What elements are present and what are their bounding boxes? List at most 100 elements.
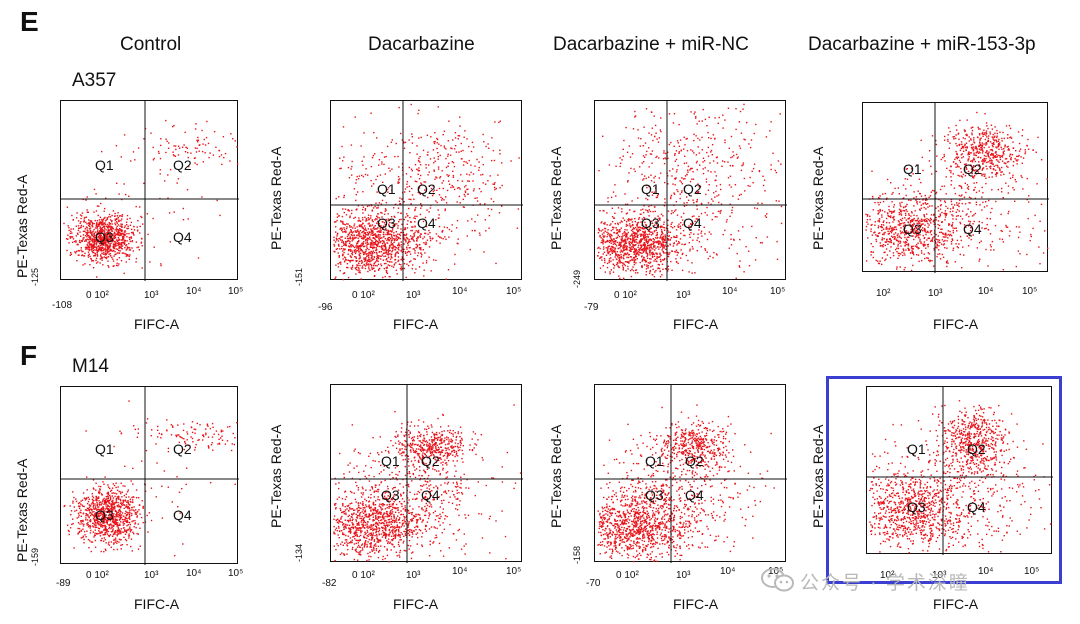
event-dot [372,220,374,223]
event-dot [113,265,115,267]
event-dot [634,250,636,252]
event-dot [944,135,946,138]
event-dot [985,122,988,124]
event-dot [494,188,496,191]
event-dot [360,245,363,247]
event-dot [422,249,424,251]
event-dot [401,268,403,270]
event-dot [904,254,906,256]
event-dot [890,216,892,219]
event-dot [453,188,456,191]
event-dot [76,232,79,234]
event-dot [671,210,673,212]
event-dot [917,233,920,236]
event-dot [116,252,119,254]
event-dot [691,246,694,248]
event-dot [900,232,902,235]
event-dot [625,242,628,244]
event-dot [643,205,645,207]
event-dot [375,247,377,249]
event-dot [688,233,691,236]
event-dot [377,256,379,259]
event-dot [656,257,658,260]
event-dot [89,231,91,234]
event-dot [350,246,352,248]
event-dot [660,117,662,119]
event-dot [370,232,372,234]
event-dot [671,221,673,224]
event-dot [355,269,358,271]
event-dot [916,243,918,246]
event-dot [397,181,399,183]
event-dot [922,223,924,225]
event-dot [992,136,994,138]
event-dot [907,245,910,247]
event-dot [603,222,605,225]
event-dot [464,130,466,132]
event-dot [944,216,947,218]
event-dot [335,197,337,200]
event-dot [1022,157,1025,159]
event-dot [623,239,625,242]
event-dot [128,246,130,249]
event-dot [381,245,383,247]
event-dot [418,185,421,188]
event-dot [85,240,88,242]
event-dot [372,234,374,236]
event-dot [370,225,372,227]
event-dot [477,214,479,216]
event-dot [93,239,96,242]
event-dot [90,236,92,238]
event-dot [873,231,876,233]
event-dot [123,272,125,275]
event-dot [418,187,421,189]
event-dot [412,226,414,228]
event-dot [907,243,910,245]
event-dot [428,211,430,213]
event-dot [872,245,874,248]
event-dot [708,137,710,139]
event-dot [919,193,921,195]
event-dot [647,240,649,243]
event-dot [177,145,180,147]
event-dot [991,150,994,152]
event-dot [612,243,614,245]
event-dot [409,261,411,263]
event-dot [82,225,85,228]
event-dot [653,239,655,241]
event-dot [897,257,899,259]
event-dot [98,241,100,243]
event-dot [479,234,481,236]
quadrant-label-q3: Q3 [377,215,396,231]
event-dot [100,246,103,249]
event-dot [414,231,416,234]
event-dot [96,222,98,224]
event-dot [706,214,708,216]
event-dot [420,203,422,205]
event-dot [335,231,337,233]
event-dot [974,160,977,163]
event-dot [105,223,107,226]
event-dot [619,260,621,262]
event-dot [131,228,133,231]
event-dot [739,110,742,113]
event-dot [620,241,623,243]
event-dot [346,226,348,228]
event-dot [626,233,629,235]
event-dot [168,142,170,144]
event-dot [97,235,100,238]
event-dot [339,157,341,159]
event-dot [392,224,394,227]
event-dot [84,230,86,232]
event-dot [649,231,652,233]
event-dot [689,236,691,238]
event-dot [875,259,877,262]
event-dot [729,175,732,177]
event-dot [382,225,385,227]
event-dot [385,252,387,254]
event-dot [641,218,643,220]
event-dot [437,235,439,237]
event-dot [501,184,503,187]
event-dot [665,248,667,250]
event-dot [695,218,697,220]
